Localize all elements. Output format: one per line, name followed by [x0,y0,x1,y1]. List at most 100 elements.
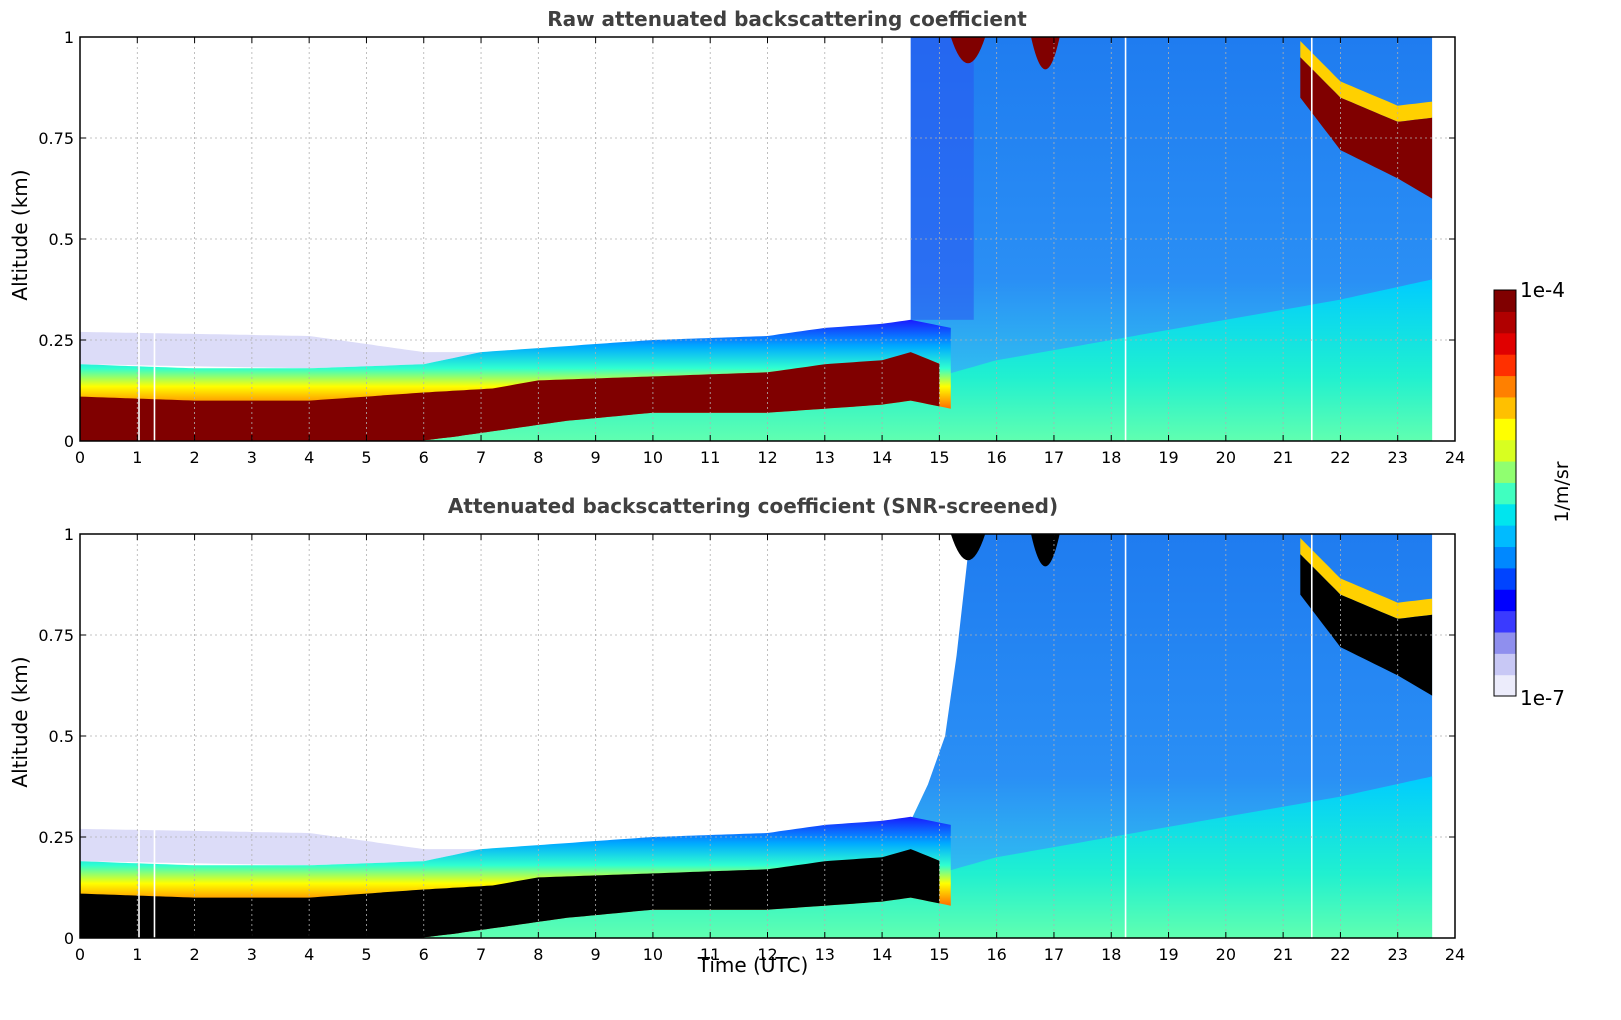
x-tick-label: 14 [872,448,892,467]
colorbar-step [1494,631,1516,654]
x-tick-label: 19 [1158,448,1178,467]
colorbar-frame [1493,289,1517,697]
x-tick-label: 15 [929,448,949,467]
colorbar-step [1494,674,1516,697]
x-tick-label: 1 [132,448,142,467]
x-tick-label: 2 [189,945,199,964]
x-tick-label: 20 [1216,448,1236,467]
x-tick-label: 22 [1330,945,1350,964]
x-tick-label: 20 [1216,945,1236,964]
top-cloud-0 [950,534,986,561]
x-tick-label: 23 [1388,945,1408,964]
cloud-edge [1300,41,1433,122]
colorbar-unit-label: 1/m/sr [1551,461,1573,522]
x-tick-label: 24 [1445,945,1465,964]
x-tick-label: 0 [75,448,85,467]
x-tick-label: 9 [591,448,601,467]
x-tick-label: 22 [1330,448,1350,467]
top-cloud-0 [950,37,986,64]
panel-title: Attenuated backscattering coefficient (S… [448,494,1058,518]
x-tick-label: 7 [476,945,486,964]
x-tick-label: 0 [75,945,85,964]
x-tick-label: 1 [132,945,142,964]
colorbar-step [1494,525,1516,548]
x-tick-label: 6 [419,945,429,964]
plot-area [80,37,1433,441]
colorbar-step [1494,439,1516,462]
x-tick-label: 3 [247,945,257,964]
axis-ticks: 0 1 2 3 4 5 6 7 8 9 10 11 12 13 14 15 16 17 18 19 20 21 22 23 24… [38,28,1465,467]
x-tick-label: 24 [1445,448,1465,467]
y-tick-label: 0.5 [49,727,74,746]
colorbar-step [1494,610,1516,633]
colorbar-step [1494,482,1516,505]
x-tick-label: 16 [986,448,1006,467]
grid [80,534,1455,938]
colorbar-step [1494,503,1516,526]
colorbar-step [1494,567,1516,590]
x-tick-label: 12 [757,448,777,467]
x-tick-label: 12 [757,945,777,964]
x-tick-label: 21 [1273,448,1293,467]
noise-region [910,37,974,320]
x-tick-label: 11 [700,448,720,467]
y-tick-label: 0 [64,432,74,451]
y-tick-label: 0 [64,929,74,948]
colorbar-step [1494,653,1516,676]
x-tick-label: 10 [643,945,663,964]
colorbar-min-label: 1e-7 [1520,686,1565,710]
haze-layer [80,331,481,369]
x-tick-label: 10 [643,448,663,467]
x-tick-label: 17 [1044,448,1064,467]
x-tick-label: 7 [476,448,486,467]
colorbar-step [1494,375,1516,398]
colorbar-step [1494,589,1516,612]
x-tick-label: 17 [1044,945,1064,964]
y-tick-label: 0.25 [38,828,74,847]
upper-cloud [1300,554,1433,696]
x-tick-label: 2 [189,448,199,467]
colorbar-max-label: 1e-4 [1520,278,1565,302]
x-tick-label: 18 [1101,945,1121,964]
x-tick-label: 8 [533,945,543,964]
x-tick-label: 14 [872,945,892,964]
x-tick-label: 9 [591,945,601,964]
haze-layer [80,828,481,866]
y-tick-label: 0.75 [38,626,74,645]
top-cloud-1 [1031,37,1060,70]
saturated-core [80,849,940,938]
x-tick-label: 23 [1388,448,1408,467]
colorbar-step [1494,311,1516,334]
x-tick-label: 11 [700,945,720,964]
x-tick-label: 19 [1158,945,1178,964]
colorbar-step [1494,332,1516,355]
saturated-core [80,352,940,441]
grid [80,37,1455,441]
x-tick-label: 21 [1273,945,1293,964]
y-tick-label: 0.5 [49,230,74,249]
x-tick-label: 5 [361,448,371,467]
colorbar-step [1494,396,1516,419]
panel-title: Raw attenuated backscattering coefficien… [547,7,1027,31]
y-axis-label: Altitude (km) [8,169,32,300]
y-axis-label: Altitude (km) [8,656,32,787]
x-tick-label: 16 [986,945,1006,964]
y-tick-label: 1 [64,525,74,544]
y-tick-label: 0.25 [38,331,74,350]
colorbar-step [1494,290,1516,312]
axis-ticks: 0 1 2 3 4 5 6 7 8 9 10 11 12 13 14 15 16 17 18 19 20 21 22 23 24… [38,525,1465,964]
x-tick-label: 13 [815,448,835,467]
x-tick-label: 18 [1101,448,1121,467]
cloud-edge [1300,538,1433,619]
screened-out-region [905,534,974,833]
x-axis-label: Time (UTC) [697,953,809,977]
colorbar-step [1494,546,1516,569]
colorbar: 1e-4 1e-7 1/m/sr [1493,278,1573,710]
top-cloud-1 [1031,534,1060,567]
upper-cloud [1300,57,1433,199]
x-tick-label: 5 [361,945,371,964]
panel-screened: Attenuated backscattering coefficient (S… [8,494,1465,977]
colorbar-step [1494,354,1516,377]
panel-raw: Raw attenuated backscattering coefficien… [8,7,1465,467]
